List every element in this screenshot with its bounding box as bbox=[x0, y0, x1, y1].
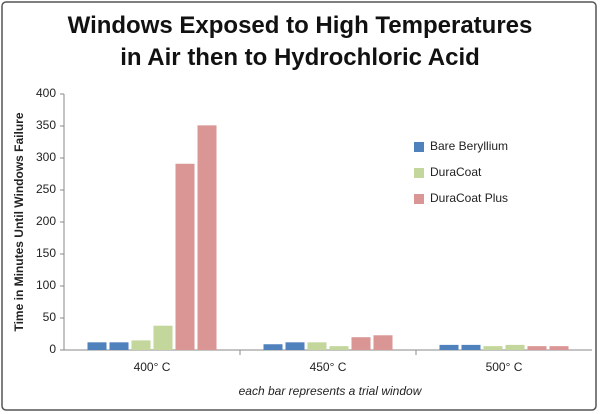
y-tick-label: 200 bbox=[36, 214, 56, 228]
bar bbox=[461, 344, 481, 350]
y-tick-label: 0 bbox=[49, 342, 56, 356]
y-tick-label: 50 bbox=[43, 310, 57, 324]
bar bbox=[197, 125, 217, 350]
legend-label: DuraCoat bbox=[430, 165, 482, 179]
y-axis-label: Time in Minutes Until Windows Failure bbox=[12, 112, 26, 331]
y-tick-label: 400 bbox=[36, 86, 56, 100]
bar bbox=[153, 325, 173, 350]
legend-label: Bare Beryllium bbox=[430, 139, 508, 153]
y-tick-label: 350 bbox=[36, 118, 56, 132]
bar bbox=[175, 163, 195, 350]
x-tick-label: 450° C bbox=[310, 360, 347, 374]
legend-label: DuraCoat Plus bbox=[430, 191, 508, 205]
legend-swatch bbox=[414, 194, 424, 204]
x-tick-label: 500° C bbox=[486, 360, 523, 374]
bar bbox=[483, 346, 503, 350]
legend-swatch bbox=[414, 168, 424, 178]
bar bbox=[109, 342, 129, 350]
bar bbox=[505, 344, 525, 350]
legend-swatch bbox=[414, 142, 424, 152]
y-tick-label: 250 bbox=[36, 182, 56, 196]
bar bbox=[373, 335, 393, 350]
bar bbox=[131, 340, 151, 350]
y-tick-label: 100 bbox=[36, 278, 56, 292]
bar bbox=[439, 344, 459, 350]
bar bbox=[87, 342, 107, 350]
annotation: each bar represents a trial window bbox=[239, 384, 423, 398]
y-tick-label: 300 bbox=[36, 150, 56, 164]
bar bbox=[307, 342, 327, 350]
bar bbox=[285, 342, 305, 350]
x-tick-label: 400° C bbox=[134, 360, 171, 374]
bar bbox=[527, 346, 547, 350]
bar bbox=[329, 346, 349, 350]
bar bbox=[549, 346, 569, 350]
bar bbox=[351, 337, 371, 350]
y-tick-label: 150 bbox=[36, 246, 56, 260]
bar bbox=[263, 344, 283, 350]
chart-title: Windows Exposed to High Temperatures in … bbox=[67, 12, 533, 71]
